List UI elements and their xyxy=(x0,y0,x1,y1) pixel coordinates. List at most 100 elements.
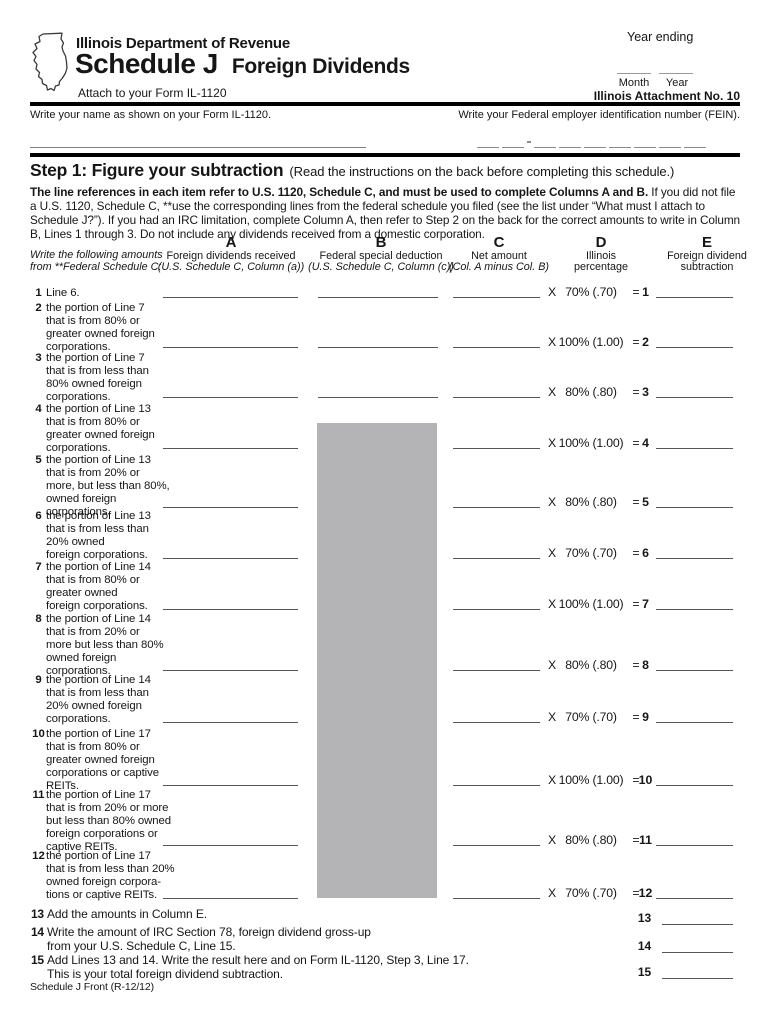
line-9-col-c-input[interactable] xyxy=(453,722,540,723)
column-c-subheader: (Col. A minus Col. B) xyxy=(449,261,549,273)
line-2-col-c-input[interactable] xyxy=(453,347,540,348)
year-input[interactable] xyxy=(659,73,693,74)
line-9-col-e-input[interactable] xyxy=(656,722,733,723)
line-12-col-c-input[interactable] xyxy=(453,898,540,899)
column-a-subheader: (U.S. Schedule C, Column (a)) xyxy=(157,261,305,273)
line-10-percentage: 100% (1.00) xyxy=(558,773,624,787)
line-6-col-a-input[interactable] xyxy=(163,558,298,559)
form-title: Schedule J xyxy=(75,48,218,79)
line-5-col-a-input[interactable] xyxy=(163,507,298,508)
left-column-header: Write the following amounts from **Feder… xyxy=(30,249,163,273)
fein-digit-box xyxy=(609,138,631,148)
attachment-number: Illinois Attachment No. 10 xyxy=(593,89,740,103)
line-11-col-c-input[interactable] xyxy=(453,845,540,846)
line-10-col-a-input[interactable] xyxy=(163,785,298,786)
line-13-input[interactable] xyxy=(662,924,733,925)
fein-digit-box xyxy=(634,138,656,148)
line-13-number: 13 xyxy=(637,911,652,925)
fein-prompt: Write your Federal employer identificati… xyxy=(458,109,740,121)
column-b-subheader: (U.S. Schedule C, Column (c)) xyxy=(308,261,454,273)
column-a-header: Foreign dividends received xyxy=(166,250,296,262)
column-d-letter: D xyxy=(595,234,607,251)
line-10-description: 10the portion of Line 17 that is from 80… xyxy=(32,728,159,792)
line-7-col-e-input[interactable] xyxy=(656,609,733,610)
line-12-percentage-row: X 70% (.70) = 12 xyxy=(548,886,653,900)
line-5-col-c-input[interactable] xyxy=(453,507,540,508)
line-2-col-a-input[interactable] xyxy=(163,347,298,348)
line-12-number: 12 xyxy=(638,886,653,900)
line-9-number: 9 xyxy=(642,710,649,724)
month-input[interactable] xyxy=(617,73,651,74)
line-8-col-e-input[interactable] xyxy=(656,670,733,671)
column-b-header: Federal special deduction xyxy=(319,250,443,262)
fein-digit-box xyxy=(659,138,681,148)
line-3-col-a-input[interactable] xyxy=(163,397,298,398)
line-2-col-b-input[interactable] xyxy=(318,347,438,348)
line-2-number: 2 xyxy=(642,335,649,349)
line-5-col-e-input[interactable] xyxy=(656,507,733,508)
month-label: Month xyxy=(618,77,650,89)
line-8-col-a-input[interactable] xyxy=(163,670,298,671)
column-d-header: Illinois xyxy=(585,250,617,262)
line-10-col-e-input[interactable] xyxy=(656,785,733,786)
line-2-col-e-input[interactable] xyxy=(656,347,733,348)
step1-heading-note: (Read the instructions on the back befor… xyxy=(289,164,675,179)
line-8-description: 8 the portion of Line 14 that is from 20%… xyxy=(35,613,164,677)
line-12-col-e-input[interactable] xyxy=(656,898,733,899)
line-15-description: 15 Add Lines 13 and 14. Write the result … xyxy=(31,953,469,981)
line-3-col-e-input[interactable] xyxy=(656,397,733,398)
line-2-percentage: 100% (1.00) xyxy=(558,335,624,349)
line-11-col-a-input[interactable] xyxy=(163,845,298,846)
line-9-col-a-input[interactable] xyxy=(163,722,298,723)
line-2-percentage-row: X 100% (1.00) = 2 xyxy=(0,335,770,349)
line-4-percentage-row: X 100% (1.00) = 4 xyxy=(0,436,770,450)
year-ending-label: Year ending xyxy=(627,30,694,44)
line-3-percentage: 80% (.80) xyxy=(565,385,617,399)
line-7-col-c-input[interactable] xyxy=(453,609,540,610)
line-6-number: 6 xyxy=(642,546,649,560)
line-1-col-c-input[interactable] xyxy=(453,297,540,298)
line-10-col-c-input[interactable] xyxy=(453,785,540,786)
line-3-col-c-input[interactable] xyxy=(453,397,540,398)
line-14-input[interactable] xyxy=(662,952,733,953)
line-10-percentage-row: X 100% (1.00) = 10 xyxy=(548,773,653,787)
column-c-letter: C xyxy=(493,234,505,251)
name-input[interactable] xyxy=(30,147,366,148)
line-11-percentage: 80% (.80) xyxy=(565,833,617,847)
line-3-description: 3 the portion of Line 7 that is from less… xyxy=(35,352,149,403)
step1-instructions-bold: The line references in each item refer t… xyxy=(30,185,649,199)
column-e-subheader: subtraction xyxy=(680,261,734,273)
line-3-percentage-row: X 80% (.80) = 3 xyxy=(0,385,770,399)
line-6-percentage: 70% (.70) xyxy=(565,546,617,560)
name-prompt: Write your name as shown on your Form IL… xyxy=(30,109,272,121)
line-6-col-c-input[interactable] xyxy=(453,558,540,559)
line-7-col-a-input[interactable] xyxy=(163,609,298,610)
line-14-number: 14 xyxy=(637,939,652,953)
column-b-blocked-region xyxy=(317,423,437,898)
line-6-col-e-input[interactable] xyxy=(656,558,733,559)
line-3-col-b-input[interactable] xyxy=(318,397,438,398)
line-4-col-e-input[interactable] xyxy=(656,448,733,449)
line-9-description: 9 the portion of Line 14 that is from les… xyxy=(35,674,151,725)
line-4-col-a-input[interactable] xyxy=(163,448,298,449)
line-1-col-a-input[interactable] xyxy=(163,297,298,298)
line-12-col-a-input[interactable] xyxy=(163,898,298,899)
line-4-col-c-input[interactable] xyxy=(453,448,540,449)
line-11-description: 11the portion of Line 17 that is from 20… xyxy=(32,789,171,853)
line-8-percentage-row: X 80% (.80) = 8 xyxy=(0,658,770,672)
line-15-input[interactable] xyxy=(662,978,733,979)
fein-input[interactable] xyxy=(477,138,706,148)
form-version: Schedule J Front (R-12/12) xyxy=(30,981,155,993)
column-c-header: Net amount xyxy=(471,250,527,262)
step1-instructions-rest: If you did not file a U.S. 1120, Schedul… xyxy=(30,185,741,241)
line-11-col-e-input[interactable] xyxy=(656,845,733,846)
line-11-percentage-row: X 80% (.80) = 11 xyxy=(548,833,652,847)
line-8-number: 8 xyxy=(642,658,649,672)
header-rule xyxy=(30,102,740,106)
step1-instructions: The line references in each item refer t… xyxy=(30,185,744,241)
line-1-col-e-input[interactable] xyxy=(656,297,733,298)
column-e-header: Foreign dividend xyxy=(667,250,747,262)
line-2-description: 2 the portion of Line 7 that is from 80% … xyxy=(35,302,155,353)
line-8-col-c-input[interactable] xyxy=(453,670,540,671)
line-1-col-b-input[interactable] xyxy=(318,297,438,298)
